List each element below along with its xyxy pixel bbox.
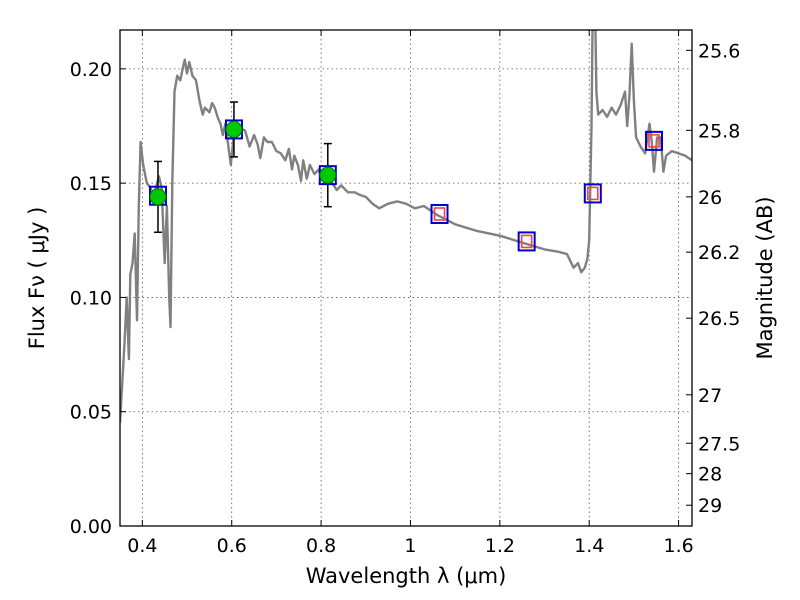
- y2-tick-label: 25.8: [698, 120, 740, 142]
- y2-tick-label: 27.5: [698, 433, 740, 455]
- y-tick-label: 0.00: [70, 516, 112, 538]
- x-axis: 0.4 0.6 0.8 1 1.2 1.4 1.6: [127, 30, 694, 557]
- y-tick-label: 0.20: [70, 59, 112, 81]
- y-axis-label: Flux Fν ( μJy ): [25, 207, 49, 350]
- y-tick-label: 0.15: [70, 173, 112, 195]
- synthetic-photometry-square: [520, 234, 533, 249]
- y2-tick-label: 27: [698, 385, 722, 407]
- y2-tick-label: 25.6: [698, 40, 740, 62]
- model-photometry-square: [645, 130, 664, 151]
- y2-tick-label: 29: [698, 495, 722, 517]
- observed-flux-point: [225, 120, 243, 138]
- plot-frame: [119, 29, 693, 527]
- x-tick-label: 1.4: [574, 535, 604, 557]
- grid: [120, 30, 692, 526]
- y-axis-left: 0.00 0.05 0.10 0.15 0.20: [70, 59, 126, 538]
- y2-tick-label: 26: [698, 187, 722, 209]
- y-tick-label: 0.05: [70, 402, 112, 424]
- data-markers: [148, 101, 664, 252]
- observed-flux-point: [149, 188, 167, 206]
- y-tick-label: 0.10: [70, 287, 112, 309]
- x-tick-label: 0.6: [217, 535, 247, 557]
- x-tick-label: 1.2: [485, 535, 515, 557]
- x-tick-label: 0.8: [306, 535, 336, 557]
- y2-tick-label: 26.2: [698, 242, 740, 264]
- observed-flux-point: [319, 166, 337, 184]
- model-photometry-square: [430, 204, 449, 224]
- model-photometry-square: [583, 183, 602, 204]
- x-tick-label: 1.6: [663, 535, 693, 557]
- synthetic-photometry-square: [648, 134, 660, 148]
- model-photometry-square: [517, 231, 536, 252]
- y2-axis-label: Magnitude (AB): [753, 196, 777, 359]
- x-tick-label: 1: [404, 535, 416, 557]
- x-axis-label: Wavelength λ (μm): [306, 564, 507, 588]
- synthetic-photometry-square: [433, 207, 446, 221]
- synthetic-photometry-square: [586, 186, 599, 201]
- y2-tick-label: 26.5: [698, 308, 740, 330]
- x-tick-label: 0.4: [127, 535, 157, 557]
- plot-area: [120, 30, 692, 424]
- model-spectrum-line: [120, 30, 692, 424]
- y2-tick-label: 28: [698, 464, 722, 486]
- y-axis-right: 25.6 25.8 26 26.2 26.5 27 27.5 28 29: [686, 40, 740, 517]
